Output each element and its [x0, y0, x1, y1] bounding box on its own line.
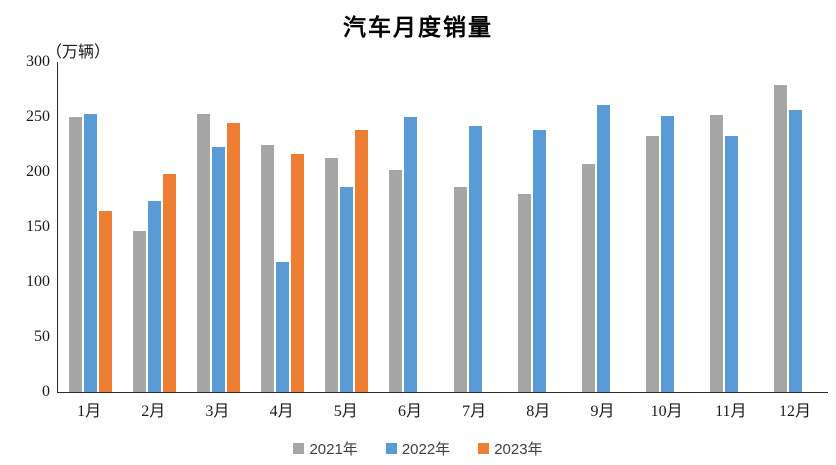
chart-title: 汽车月度销量 [343, 15, 493, 40]
bar-2023年-5月 [355, 130, 369, 392]
bar-group-2月 [122, 62, 186, 392]
bar-2021年-2月 [132, 231, 146, 392]
y-tick-label-100: 100 [26, 273, 50, 290]
bar-2021年-7月 [453, 187, 467, 392]
bar-2021年-5月 [325, 157, 339, 392]
x-tick-label-7月: 7月 [462, 403, 487, 420]
bar-2022年-4月 [276, 262, 290, 392]
bar-group-12月 [764, 62, 828, 392]
legend: 2021年 2022年 2023年 [0, 438, 836, 459]
x-tick-label-11月: 11月 [715, 403, 747, 420]
legend-swatch-icon-2023年 [478, 443, 490, 454]
bar-group-8月 [507, 62, 571, 392]
y-tick-label-50: 50 [34, 328, 50, 345]
x-tick-label-3月: 3月 [205, 403, 230, 420]
bar-group-11月 [700, 62, 764, 392]
bar-group-4月 [251, 62, 315, 392]
bar-group-7月 [443, 62, 507, 392]
y-tick-label-150: 150 [26, 218, 50, 235]
bar-2022年-9月 [596, 104, 610, 392]
legend-label-2022年: 2022年 [401, 441, 451, 458]
x-tick-label-1月: 1月 [77, 403, 102, 420]
x-tick-label-2月: 2月 [141, 403, 166, 420]
x-tick-label-10月: 10月 [650, 403, 683, 420]
bar-group-10月 [636, 62, 700, 392]
x-tick-label-8月: 8月 [526, 403, 551, 420]
bar-2022年-8月 [532, 130, 546, 392]
bar-2023年-3月 [226, 122, 240, 392]
x-tick-label-9月: 9月 [590, 403, 615, 420]
plot-area [57, 62, 828, 393]
y-tick-label-300: 300 [26, 53, 50, 70]
x-tick-label-12月: 12月 [778, 403, 811, 420]
legend-swatch-icon-2022年 [385, 443, 397, 454]
bar-group-5月 [315, 62, 379, 392]
bar-2021年-9月 [581, 164, 595, 392]
bar-2021年-10月 [646, 135, 660, 392]
bar-2022年-5月 [340, 187, 354, 392]
bar-2022年-11月 [725, 135, 739, 392]
bar-2021年-11月 [710, 114, 724, 392]
y-tick-label-0: 0 [42, 383, 50, 400]
bar-2022年-6月 [404, 117, 418, 392]
bar-2022年-2月 [147, 200, 161, 392]
bar-2023年-1月 [98, 210, 112, 392]
legend-swatch-icon-2021年 [293, 443, 305, 454]
bar-2022年-3月 [211, 146, 225, 392]
bar-2022年-1月 [83, 113, 97, 392]
bar-2022年-12月 [789, 110, 803, 392]
y-axis-unit-label: （万辆） [46, 44, 111, 61]
x-axis-labels: 1月 2月 3月 4月 5月 6月 7月 8月 9月 10月 11月 12月 [57, 397, 827, 421]
y-tick-label-200: 200 [26, 163, 50, 180]
x-tick-label-5月: 5月 [333, 403, 358, 420]
x-tick-label-6月: 6月 [397, 403, 422, 420]
bar-group-6月 [379, 62, 443, 392]
bar-2022年-10月 [661, 115, 675, 392]
legend-label-2023年: 2023年 [494, 441, 543, 458]
bar-2023年-2月 [162, 174, 176, 392]
legend-item-2022年: 2022年 [385, 438, 451, 459]
x-tick-label-4月: 4月 [269, 403, 294, 420]
bar-2021年-3月 [196, 113, 210, 392]
bar-2021年-1月 [68, 117, 82, 392]
bar-2021年-8月 [517, 194, 531, 392]
legend-item-2021年: 2021年 [293, 438, 358, 459]
y-tick-label-250: 250 [26, 108, 50, 125]
legend-label-2021年: 2021年 [309, 441, 358, 458]
bar-2021年-12月 [774, 85, 788, 392]
bar-2021年-4月 [261, 144, 275, 392]
legend-item-2023年: 2023年 [478, 438, 543, 459]
bar-group-9月 [571, 62, 635, 392]
bar-group-1月 [58, 62, 122, 392]
bar-group-3月 [186, 62, 250, 392]
bar-2023年-4月 [291, 154, 305, 392]
bar-2022年-7月 [468, 125, 482, 392]
bar-2021年-6月 [389, 169, 403, 392]
